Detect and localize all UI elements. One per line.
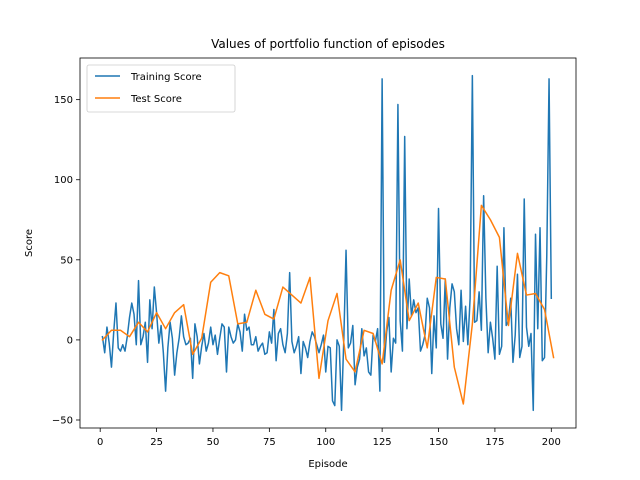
series-line-test-score [101,204,555,405]
x-tick-label: 125 [373,437,392,448]
y-axis-label: Score [24,229,35,257]
y-axis: −50 0 50 100 150 [52,95,80,426]
axes-frame [79,57,577,429]
legend-box [86,64,236,113]
series-line-training-score [101,74,553,412]
x-axis: 0 25 50 75 100 125 150 175 200 [97,428,561,448]
x-tick-label: 75 [263,437,276,448]
chart-title: Values of portfolio function of episodes [211,37,445,51]
y-tick-label: 150 [54,95,73,106]
x-tick-label: 50 [207,437,220,448]
legend: Training Score Test Score [86,64,236,113]
x-tick-label: 200 [542,437,561,448]
x-tick-label: 0 [97,437,103,448]
y-tick-label: 0 [67,335,73,346]
x-tick-label: 175 [485,437,504,448]
plot-area [79,57,577,429]
y-tick-label: 100 [54,175,73,186]
y-tick-label: −50 [52,415,73,426]
legend-label-test-score: Test Score [130,94,182,105]
x-tick-label: 100 [316,437,335,448]
legend-label-training-score: Training Score [130,72,202,83]
x-tick-label: 150 [429,437,448,448]
x-tick-label: 25 [150,437,163,448]
x-axis-label: Episode [308,459,347,470]
y-tick-label: 50 [60,255,73,266]
